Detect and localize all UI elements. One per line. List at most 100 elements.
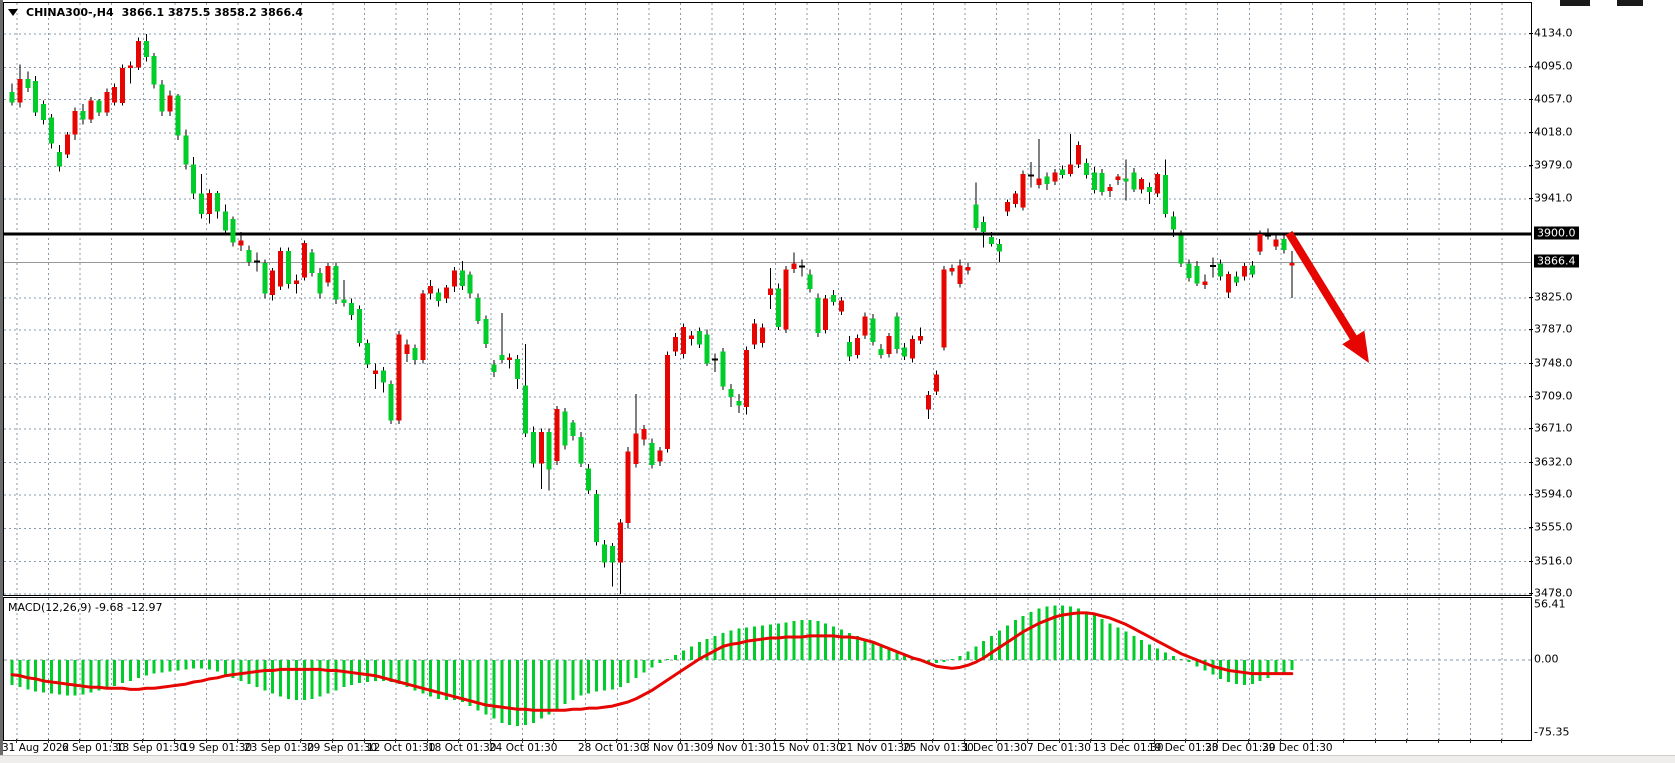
- macd-chart[interactable]: [4, 598, 1531, 740]
- time-axis-tick: [458, 739, 460, 743]
- time-axis-tick: [1279, 739, 1281, 743]
- time-axis-tick: [1374, 739, 1376, 743]
- time-axis-label: 13 Dec 01:30: [1093, 742, 1164, 754]
- time-axis-label: 28 Oct 01:30: [578, 742, 647, 754]
- time-axis-label: 29 Sep 01:30: [307, 742, 378, 754]
- candlestick-chart[interactable]: [4, 3, 1531, 595]
- time-axis-tick: [521, 739, 523, 743]
- time-axis-label: 19 Sep 01:30: [182, 742, 253, 754]
- time-axis-label: 7 Dec 01:30: [1027, 742, 1091, 754]
- macd-axis-label: 56.41: [1534, 597, 1566, 611]
- time-axis-tick: [1090, 739, 1092, 743]
- time-axis-tick: [805, 739, 807, 743]
- time-axis-label: 13 Sep 01:30: [116, 742, 187, 754]
- window-decoration-tab: [1560, 0, 1590, 6]
- time-axis-tick: [711, 739, 713, 743]
- price-axis-label: 3941.0: [1534, 191, 1573, 205]
- time-axis-tick: [395, 739, 397, 743]
- time-axis-tick: [616, 739, 618, 743]
- price-axis-label: 4057.0: [1534, 92, 1573, 106]
- price-axis-tick: [1529, 493, 1533, 495]
- time-axis-tick: [268, 739, 270, 743]
- time-axis-label: 6 Sep 01:30: [62, 742, 126, 754]
- time-axis-tick: [932, 739, 934, 743]
- time-axis-label: 23 Sep 01:30: [244, 742, 315, 754]
- time-axis-tick: [205, 739, 207, 743]
- time-axis-tick: [584, 739, 586, 743]
- time-axis-tick: [1501, 739, 1503, 743]
- time-axis-tick: [79, 739, 81, 743]
- time-axis-tick: [47, 739, 49, 743]
- macd-values: -9.68 -12.97: [95, 601, 163, 614]
- time-axis[interactable]: 31 Aug 2022 6 Sep 01:30 13 Sep 01:30 19 Sep…: [0, 742, 1675, 755]
- time-axis-label: 9 Nov 01:30: [707, 742, 772, 754]
- time-axis-label: 12 Oct 01:30: [367, 742, 436, 754]
- price-badge: 3866.4: [1534, 254, 1579, 268]
- price-axis-tick: [1529, 329, 1533, 331]
- price-axis-label: 3825.0: [1534, 290, 1573, 304]
- price-axis-tick: [1529, 33, 1533, 34]
- time-axis-label: 3 Nov 01:30: [643, 742, 708, 754]
- macd-axis-label: -75.35: [1534, 725, 1570, 739]
- price-axis-tick: [1529, 560, 1533, 562]
- macd-axis-label: 0.00: [1534, 652, 1559, 666]
- price-axis-tick: [1529, 197, 1533, 199]
- window-decoration-tab: [1617, 0, 1643, 6]
- price-axis-tick: [1529, 428, 1533, 430]
- price-axis-tick: [1529, 527, 1533, 529]
- time-axis-tick: [1185, 739, 1187, 743]
- time-axis-label: 24 Oct 01:30: [489, 742, 558, 754]
- time-axis-tick: [1153, 739, 1155, 743]
- time-axis-tick: [1406, 739, 1408, 743]
- time-axis-tick: [679, 739, 681, 743]
- price-axis-label: 4134.0: [1534, 26, 1573, 40]
- time-axis-label: 23 Dec 01:30: [1205, 742, 1276, 754]
- price-axis-label: 3748.0: [1534, 356, 1573, 369]
- time-axis-tick: [774, 739, 776, 743]
- price-axis-tick: [1529, 165, 1533, 167]
- price-axis-label: 3709.0: [1534, 389, 1573, 403]
- chart-title: CHINA300-,H4 3866.1 3875.5 3858.2 3866.4: [8, 6, 303, 19]
- time-axis-tick: [1343, 739, 1345, 743]
- price-axis-tick: [1529, 66, 1533, 68]
- price-chart-area[interactable]: [3, 2, 1532, 596]
- time-axis-label: 31 Aug 2022: [2, 742, 70, 754]
- price-axis-label: 3787.0: [1534, 322, 1573, 336]
- chevron-down-icon[interactable]: [8, 9, 18, 16]
- time-axis-tick: [963, 739, 965, 743]
- time-axis-tick: [1121, 739, 1123, 743]
- macd-indicator-label: MACD(12,26,9) -9.68 -12.97: [8, 601, 162, 614]
- time-axis-tick: [1248, 739, 1250, 743]
- time-axis-tick: [1216, 739, 1218, 743]
- time-axis-tick: [426, 739, 428, 743]
- window-bottom-strip: [0, 755, 1675, 763]
- window-left-edge: [0, 0, 3, 755]
- time-axis-label: 29 Dec 01:30: [1262, 742, 1333, 754]
- time-axis-tick: [300, 739, 302, 743]
- time-axis-tick: [489, 739, 491, 743]
- ohlc-quote-label: 3866.1 3875.5 3858.2 3866.4: [121, 6, 303, 19]
- time-axis-label: 19 Dec 01:30: [1148, 742, 1219, 754]
- time-axis-label: 15 Nov 01:30: [772, 742, 843, 754]
- price-axis-label: 3516.0: [1534, 554, 1573, 568]
- price-axis-tick: [1529, 395, 1533, 397]
- time-axis-tick: [742, 739, 744, 743]
- time-axis-tick: [900, 739, 902, 743]
- macd-indicator-area[interactable]: [3, 597, 1532, 741]
- time-axis-tick: [1058, 739, 1060, 743]
- price-axis[interactable]: 4134.0 4095.0 4057.0 4018.0 3979.0 3941.0 3825…: [1534, 0, 1675, 763]
- time-axis-tick: [553, 739, 555, 743]
- price-axis-label: 4018.0: [1534, 125, 1573, 139]
- price-badge: 3900.0: [1534, 226, 1579, 240]
- symbol-period-label: CHINA300-,H4: [26, 6, 114, 19]
- price-axis-label: 3979.0: [1534, 158, 1573, 172]
- price-axis-tick: [1529, 362, 1533, 364]
- price-axis-tick: [1529, 132, 1533, 134]
- price-axis-label: 3478.0: [1534, 586, 1573, 600]
- time-axis-label: 21 Nov 01:30: [840, 742, 911, 754]
- time-axis-label: 25 Nov 01:30: [903, 742, 974, 754]
- time-axis-tick: [1027, 739, 1029, 743]
- time-axis-label: 18 Oct 01:30: [428, 742, 497, 754]
- price-axis-tick: [1529, 593, 1533, 594]
